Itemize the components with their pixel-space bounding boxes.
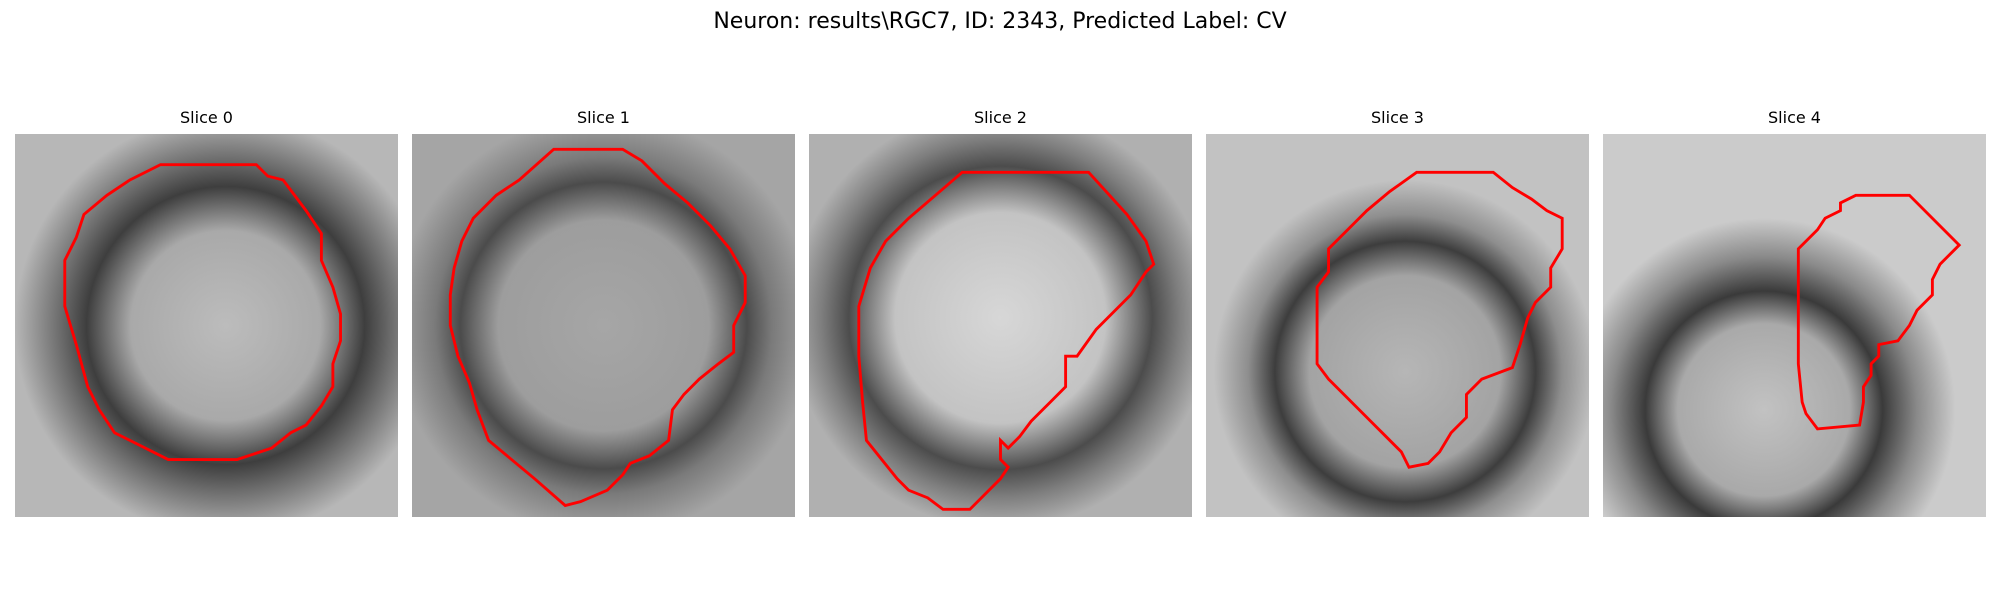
slice-image-0 (15, 134, 398, 517)
slice-panel-1: Slice 1 (412, 108, 795, 517)
figure-title: Neuron: results\RGC7, ID: 2343, Predicte… (713, 9, 1287, 34)
slice-panel-4: Slice 4 (1603, 108, 1986, 517)
slice-panel-0: Slice 0 (15, 108, 398, 517)
slice-image-3 (1206, 134, 1589, 517)
microscopy-texture (412, 134, 795, 517)
cell-contour (1796, 193, 1962, 431)
slice-image-4 (1603, 134, 1986, 517)
microscopy-texture (15, 134, 398, 517)
slice-title: Slice 4 (1768, 108, 1821, 127)
slice-title: Slice 2 (974, 108, 1027, 127)
slice-title: Slice 0 (180, 108, 233, 127)
slice-image-1 (412, 134, 795, 517)
cell-contour (63, 163, 342, 461)
cell-contour (1315, 170, 1564, 469)
slice-panel-3: Slice 3 (1206, 108, 1589, 517)
cell-contour (857, 170, 1156, 511)
cell-contour (448, 147, 747, 508)
slice-panel-2: Slice 2 (809, 108, 1192, 517)
microscopy-texture (1603, 134, 1986, 517)
slice-image-2 (809, 134, 1192, 517)
slice-title: Slice 1 (577, 108, 630, 127)
microscopy-texture (1206, 134, 1589, 517)
slice-title: Slice 3 (1371, 108, 1424, 127)
